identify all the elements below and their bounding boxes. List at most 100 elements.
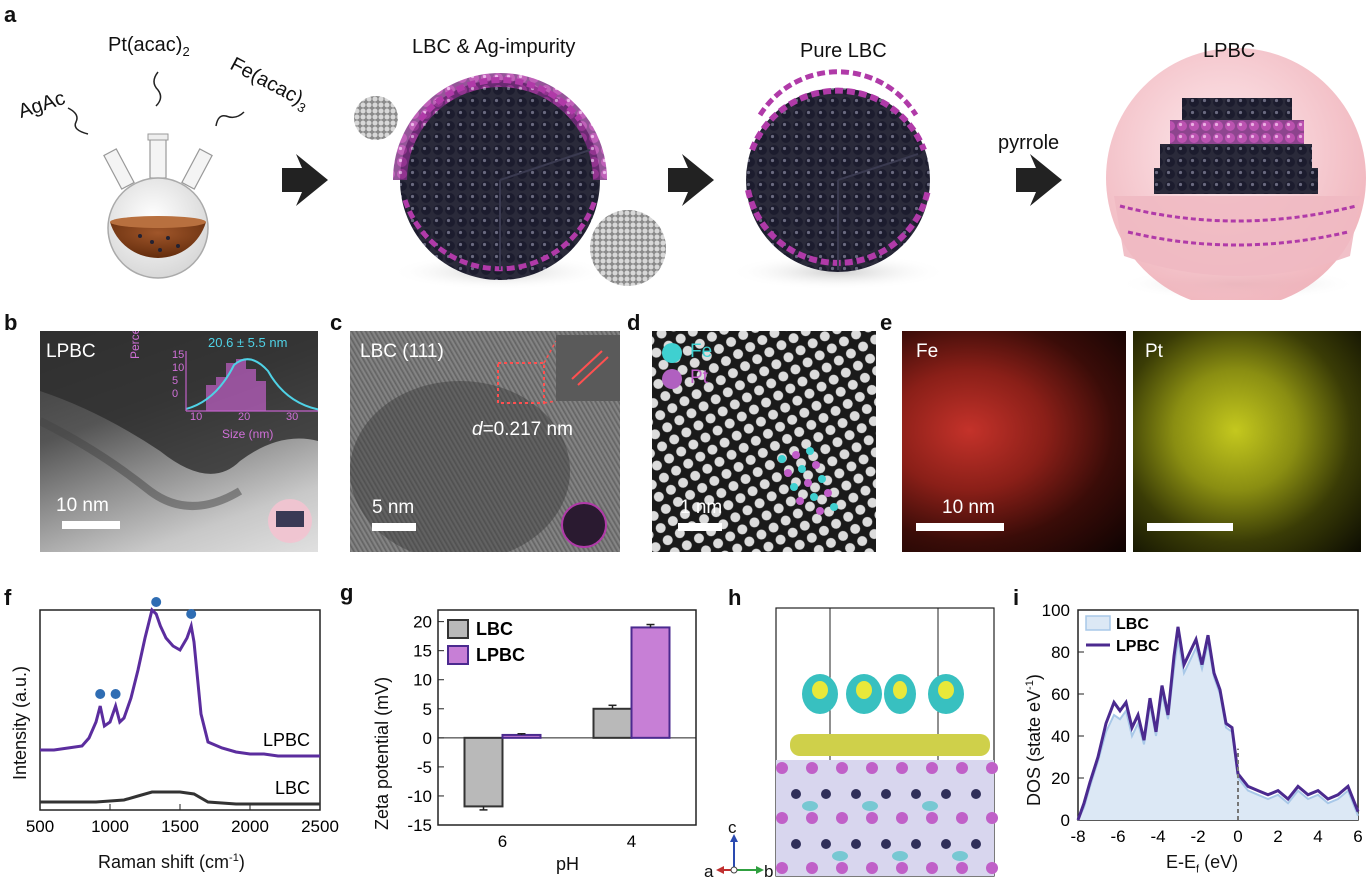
panel-g-legend-swatch: [447, 619, 469, 639]
panel-i-ytick-label: 100: [1042, 601, 1070, 620]
panel-c-scale-bar: [372, 523, 416, 531]
stage-lbc-ag-label: LBC & Ag-impurity: [412, 36, 576, 58]
panel-g-xlabel: pH: [556, 854, 580, 874]
panel-g-ytick-label: -10: [407, 787, 432, 806]
panel-i-xtick-label: -6: [1110, 827, 1125, 846]
axes-triad-icon: [716, 834, 764, 874]
flask-icon: [103, 133, 213, 279]
panel-f-peak-marker: [151, 597, 162, 607]
ag-impurity-large: [590, 210, 666, 286]
panel-g-ytick-label: 5: [423, 700, 432, 719]
adsorbate-layer: [790, 674, 990, 756]
panel-i-xtick-label: -2: [1190, 827, 1205, 846]
process-arrow-3: [1016, 154, 1062, 206]
panel-d-scale-bar: [678, 523, 722, 531]
ag-impurity-small: [354, 96, 398, 140]
panel-label-h: h: [728, 585, 742, 610]
panel-i-ytick-label: 0: [1061, 811, 1070, 830]
panel-g-ylabel: Zeta potential (mV): [372, 676, 392, 830]
panel-d-scale-label: 1 nm: [680, 497, 723, 518]
panel-g-ytick-label: 0: [423, 729, 432, 748]
panel-g-ytick-label: -15: [407, 816, 432, 835]
panel-e-scale-label: 10 nm: [942, 497, 995, 518]
panel-b-scale-label: 10 nm: [56, 495, 109, 516]
panel-i-xlabel: E-Ef (eV): [1166, 852, 1239, 876]
panel-label-i: i: [1013, 585, 1020, 610]
fe-legend-dot: [662, 343, 682, 363]
pyrrole-label: pyrrole: [998, 132, 1060, 154]
axis-a-label: a: [704, 862, 714, 881]
panel-i-legend-swatch: [1085, 615, 1111, 631]
panel-f-xtick-label: 2000: [231, 817, 269, 836]
panel-g-ytick-label: 20: [413, 613, 432, 632]
squiggle-arrow-3: [215, 111, 245, 127]
panel-label-g: g: [340, 580, 354, 605]
panel-f-xtick-label: 1000: [91, 817, 129, 836]
panel-d-haadf-image: Fe Pt 1 nm: [652, 331, 876, 552]
panel-g-bar-lbc: [463, 736, 504, 808]
panel-e-fe-map: Fe 10 nm: [902, 331, 1126, 552]
panel-b-scale-bar: [62, 521, 120, 529]
axis-b-label: b: [764, 862, 774, 881]
panel-g-legend-swatch: [447, 645, 469, 665]
panel-e-scale-bar: [916, 523, 1004, 531]
panel-i-ytick-label: 40: [1051, 727, 1070, 746]
panel-label-b: b: [4, 310, 18, 335]
axis-c-label: c: [728, 818, 737, 837]
panel-i-xtick-label: 4: [1313, 827, 1322, 846]
panel-label-a: a: [4, 2, 17, 27]
panel-label-d: d: [627, 310, 641, 335]
panel-d-pt-legend: Pt: [690, 367, 708, 388]
panel-e-pt-label: Pt: [1145, 341, 1163, 362]
panel-a-graphics: [67, 48, 1366, 300]
panel-g-category-label: 4: [627, 832, 636, 851]
panel-g-bar-lbc: [592, 707, 633, 739]
panel-c-hrtem-image: LBC (111) d=0.217 nm 5 nm: [350, 331, 620, 552]
panel-g-ytick-label: 15: [413, 642, 432, 661]
panel-g-zeta-chart: 20 15 10 5 0 -5 -10 -15 6 4 LBC LPBC: [407, 609, 697, 851]
panel-f-series-lbc: [40, 790, 320, 806]
panel-i-xtick-label: 2: [1273, 827, 1282, 846]
panel-g-ytick-label: 10: [413, 671, 432, 690]
panel-f-series-lpbc: [40, 607, 320, 758]
panel-label-c: c: [330, 310, 343, 335]
panel-b-inset-ylabel: Percentage (%): [128, 331, 142, 359]
squiggle-arrow-1: [67, 107, 89, 135]
panel-f-xtick-label: 1500: [161, 817, 199, 836]
panel-b-size-text: 20.6 ± 5.5 nm: [208, 335, 288, 350]
panel-label-f: f: [4, 585, 12, 610]
lpbc-nanoparticle: [1106, 48, 1366, 300]
lbc-ag-nanoparticle: [393, 73, 607, 280]
panel-f-ylabel: Intensity (a.u.): [10, 665, 30, 780]
panel-b-inset-yticks: 15 10 5 0: [172, 349, 185, 400]
panel-g-legend-label: LBC: [476, 619, 513, 639]
panel-b-inset-xlabel: Size (nm): [222, 427, 274, 441]
precursor-pt-label: Pt(acac)2: [108, 34, 190, 59]
panel-i-ytick-label: 20: [1051, 769, 1070, 788]
squiggle-arrow-2: [153, 71, 162, 107]
panel-f-series-label: LPBC: [263, 730, 310, 750]
panel-g-legend-label: LPBC: [476, 645, 525, 665]
stage-lpbc-label: LPBC: [1203, 40, 1256, 62]
slab-atoms: [776, 760, 998, 876]
panel-f-peak-marker: [110, 689, 121, 699]
process-arrow-1: [282, 154, 328, 206]
panel-b-inset-xtick-10: 10: [190, 411, 203, 423]
panel-f-peak-marker: [186, 609, 197, 619]
panel-c-d-spacing: d=0.217 nm: [472, 419, 573, 440]
panel-f-peak-marker: [95, 689, 106, 699]
panel-i-ytick-label: 80: [1051, 643, 1070, 662]
panel-i-legend-label: LBC: [1116, 616, 1149, 633]
panel-i-series-lbc: [1077, 639, 1359, 821]
panel-b-inset-xtick-20: 20: [238, 411, 251, 423]
panel-c-scale-label: 5 nm: [372, 497, 415, 518]
panel-b-tem-image: LPBC 20.6 ± 5.5 nm Percentage (%) 151050…: [40, 331, 318, 552]
panel-h-charge-density: [716, 607, 998, 877]
panel-d-fe-legend: Fe: [690, 341, 713, 362]
panel-i-legend-label: LPBC: [1116, 638, 1160, 655]
panel-d-atom-overlay: [778, 447, 838, 515]
panel-f-xtick-label: 500: [26, 817, 54, 836]
panel-b-sample-label: LPBC: [46, 341, 96, 362]
panel-f-series-label: LBC: [275, 778, 310, 798]
